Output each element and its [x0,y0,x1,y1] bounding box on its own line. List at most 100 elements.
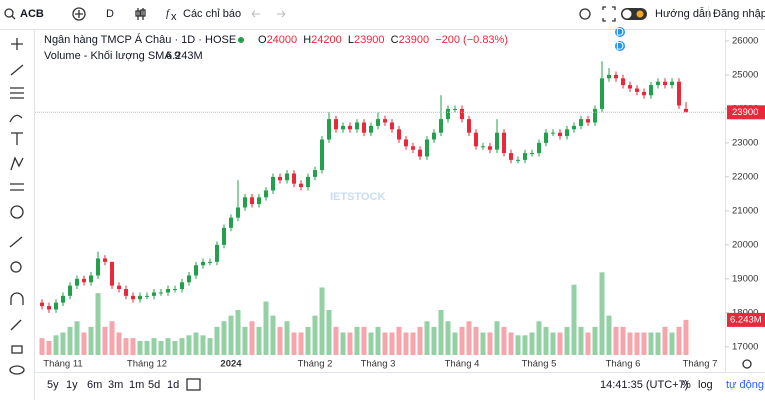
indicators[interactable]: Các chỉ báo [183,8,241,20]
o-value: 24000 [267,34,298,46]
candle-body [320,139,324,171]
forecast-tool[interactable] [10,183,24,191]
candle-body [579,119,583,126]
brush-tool[interactable] [9,114,23,123]
volume-bar [130,338,136,355]
volume-bar [662,326,668,355]
x-tick-label: Tháng 3 [361,359,396,370]
log-toggle[interactable]: log [698,379,713,391]
event-marker[interactable] [615,27,625,37]
candle-body [271,176,275,191]
candle-body [502,132,506,154]
volume-bar [501,326,507,355]
text-tool[interactable] [11,132,23,145]
candle-body [544,132,548,143]
volume-bar [452,332,458,355]
candle-body [432,132,436,140]
magnet-tool[interactable] [10,292,24,305]
x-tick-label: Tháng 6 [606,359,641,370]
volume-bar [536,321,542,355]
volume-bar [256,326,262,355]
range-button[interactable]: 1d [167,379,179,391]
candle-body [439,119,443,133]
y-tick-label: 17000 [732,341,758,352]
pencil-tool[interactable] [10,319,22,331]
volume-bar [158,340,164,355]
volume-bar [172,340,178,355]
c-value: 23900 [399,34,430,46]
pattern-tool[interactable] [10,156,24,171]
volume-bar [529,332,535,355]
line-tool[interactable] [10,64,24,76]
event-marker[interactable] [615,41,625,51]
undo-redo[interactable] [251,10,286,18]
candle-body [495,132,499,150]
auto-toggle[interactable]: tự động [726,379,764,391]
candle-body [278,176,282,181]
candle-body [208,261,212,263]
volume-box [727,312,765,327]
volume-bar [641,332,647,355]
candle-icon [135,10,141,17]
volume-bar [543,326,549,355]
fib-tool[interactable] [10,87,24,99]
candle-body [551,132,555,134]
guide[interactable]: Hướng dẫn [655,7,711,20]
volume-bar [522,335,528,355]
emoji-tool[interactable] [10,205,24,219]
lock-tool[interactable] [11,345,23,354]
interval[interactable]: D [106,8,114,20]
volume-bar [515,335,521,355]
cross-tool[interactable] [11,38,23,50]
search-icon [11,15,16,20]
volume-bar [39,338,45,355]
volume-bar [263,301,269,355]
range-button[interactable]: 1y [66,379,78,391]
percent-toggle[interactable]: % [681,379,691,391]
search-icon[interactable] [4,8,14,18]
settings-icon[interactable] [579,8,591,20]
range-button[interactable]: 6m [87,379,102,391]
volume-bar [221,321,227,355]
axis-settings[interactable] [742,359,752,369]
volume-bar [193,332,199,355]
candle-body [355,122,359,130]
symbol[interactable]: ACB [20,8,44,20]
eye-tool[interactable] [9,365,25,375]
candle-body [180,282,184,290]
calendar-icon[interactable] [186,378,201,391]
candle-body [131,295,135,300]
volume-bar [599,272,605,355]
volume-bar [228,315,234,355]
theme-toggle [636,10,644,18]
volume-bar [340,332,346,355]
volume-bar [270,315,276,355]
range-button[interactable]: 3m [108,379,123,391]
volume-bar [620,326,626,355]
candle-body [166,289,170,293]
candle-body [201,261,205,266]
candle-body [292,173,296,184]
zoom-tool[interactable] [10,261,22,273]
candle-body [348,125,352,130]
candle-body [670,81,674,86]
candle-body [467,119,471,133]
add-icon[interactable] [72,7,86,21]
volume-bar [347,332,353,355]
fx-icon[interactable]: f [166,8,171,20]
candle-body [628,85,632,89]
volume-bar [655,332,661,355]
fullscreen-icon[interactable] [602,6,616,22]
y-tick-label: 23000 [732,137,758,148]
range-button[interactable]: 1m [129,379,144,391]
candle-body [264,190,268,198]
login[interactable]: Đăng nhập [713,8,765,20]
volume-bar [466,321,472,355]
candle-body [306,176,310,188]
range-button[interactable]: 5y [47,379,59,391]
range-button[interactable]: 5d [148,379,160,391]
ruler-tool[interactable] [9,236,23,248]
o-label: O [258,34,267,46]
theme-toggle [622,9,632,19]
